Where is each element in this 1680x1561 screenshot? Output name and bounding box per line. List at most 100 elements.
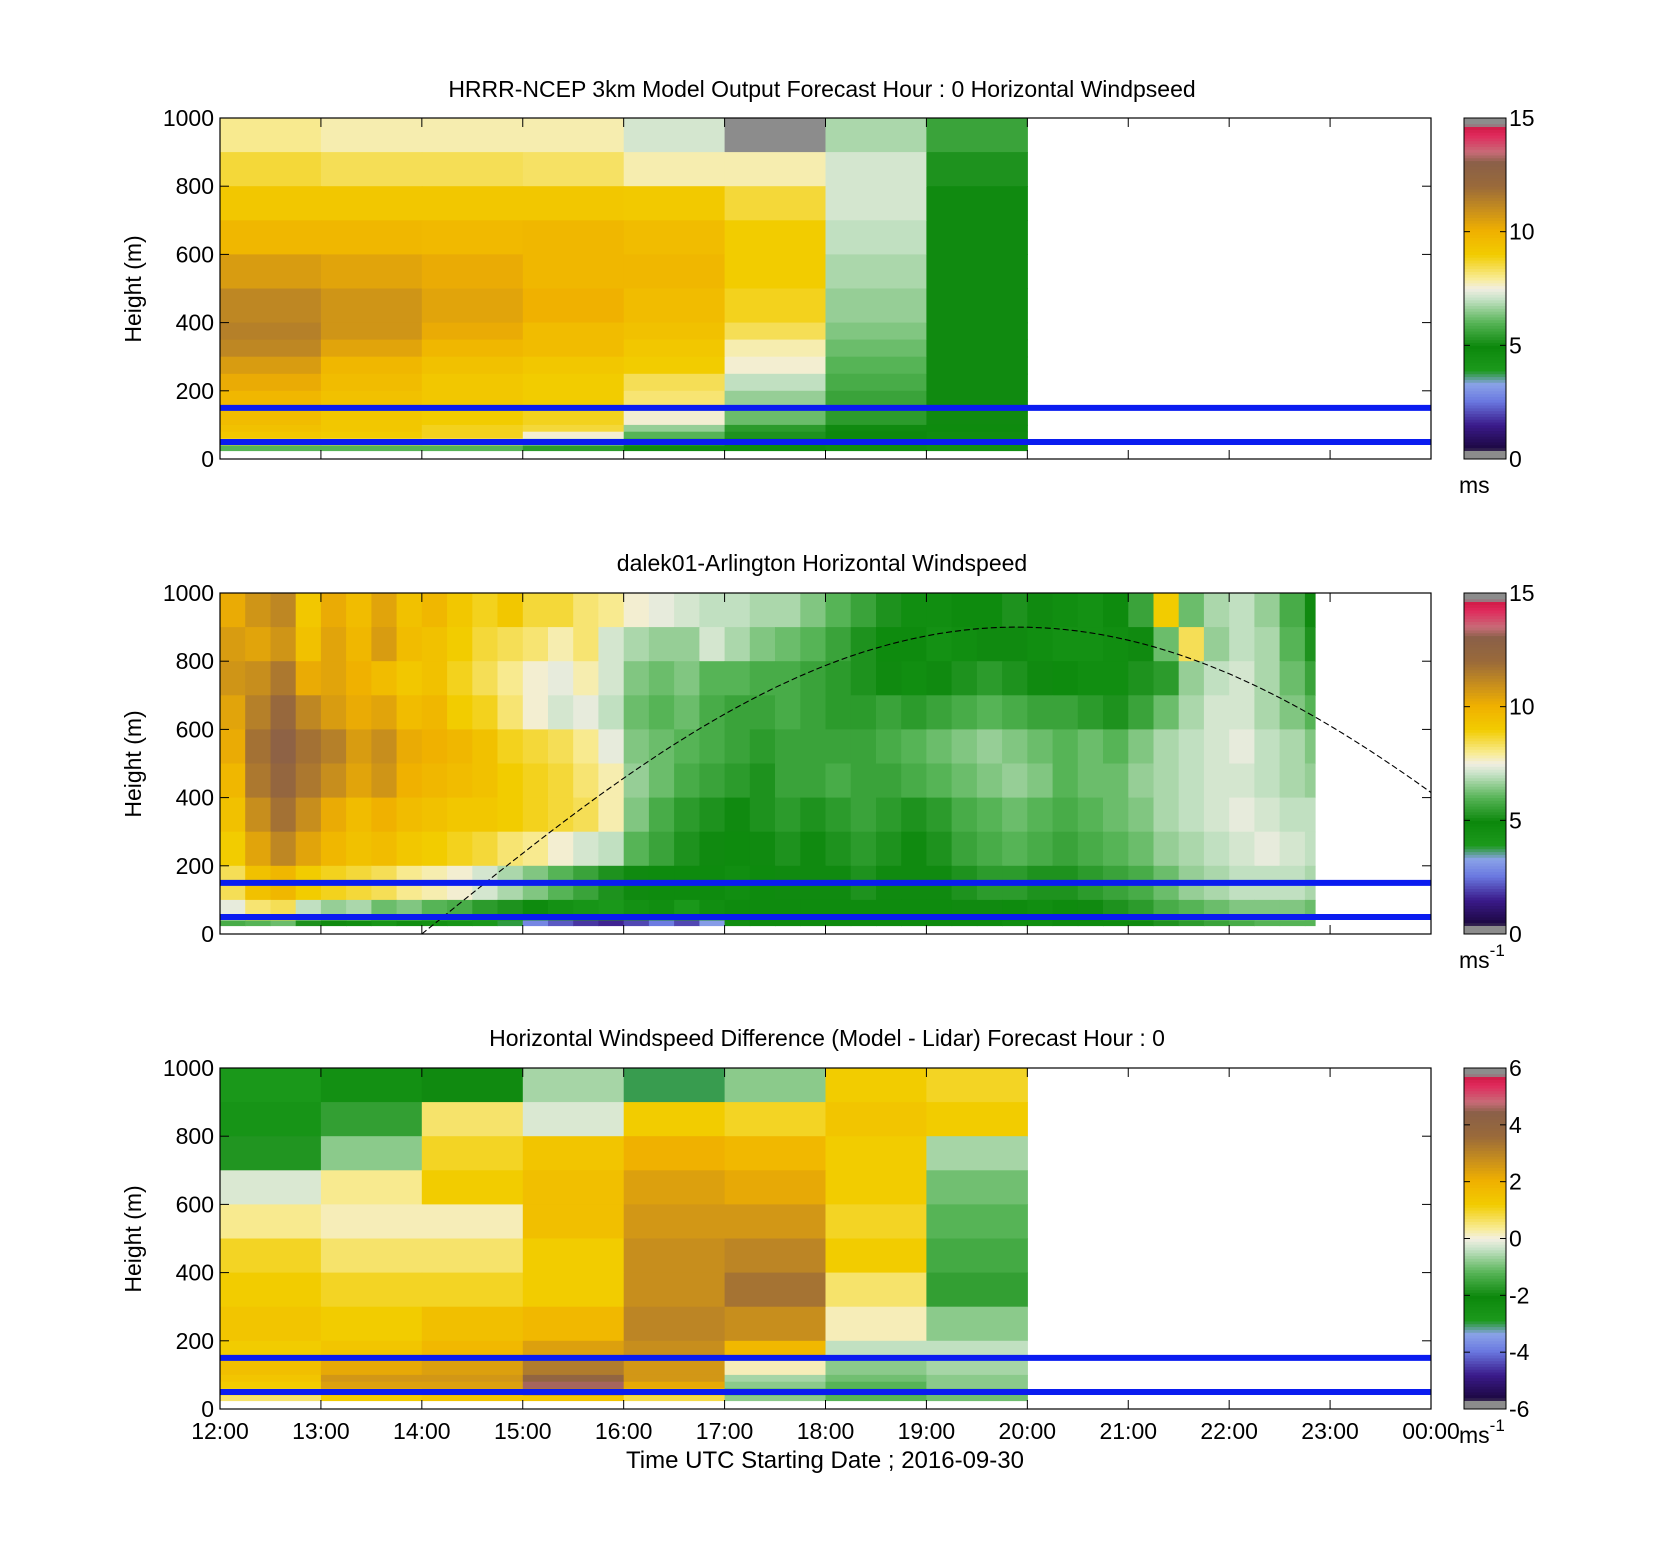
x-tick-label: 21:00 (1099, 1418, 1157, 1444)
heatmap-cell (320, 220, 423, 255)
heatmap-cell (220, 322, 322, 341)
heatmap-cell (1254, 593, 1281, 628)
colorbar-segment (1464, 1320, 1506, 1325)
colorbar-segment (1464, 1164, 1506, 1168)
heatmap-cell (522, 1204, 625, 1240)
heatmap-cell (699, 593, 726, 628)
colorbar-segment (1464, 629, 1506, 634)
heatmap-cell (825, 220, 927, 255)
heatmap-cell (548, 695, 574, 730)
heatmap-cell (320, 763, 347, 799)
heatmap-cell (724, 424, 827, 433)
heatmap-cell (320, 186, 423, 221)
y-tick-label: 400 (176, 1260, 214, 1286)
heatmap-cell (699, 831, 726, 867)
colorbar-segment (1464, 1224, 1506, 1228)
colorbar-segment (1464, 683, 1506, 688)
heatmap-cell (522, 407, 625, 426)
heatmap-cell (623, 186, 726, 221)
colorbar-segment (1464, 1264, 1506, 1268)
colorbar-segment (1464, 851, 1506, 855)
heatmap-cell (245, 627, 271, 662)
heatmap-cell (699, 695, 726, 730)
heatmap-cell (1103, 763, 1129, 799)
heatmap-cell (1229, 729, 1255, 765)
heatmap-cell (1279, 763, 1306, 799)
colorbar-segment (1464, 1283, 1506, 1288)
colorbar-segment (1464, 314, 1506, 318)
colorbar-segment (1464, 228, 1506, 233)
colorbar-segment (1464, 200, 1506, 204)
colorbar-segment (1464, 288, 1506, 292)
heatmap-cell (699, 920, 726, 927)
colorbar-segment (1464, 1391, 1506, 1396)
heatmap-cell (573, 831, 599, 867)
colorbar-segment (1464, 689, 1506, 693)
heatmap-cell (926, 1170, 1028, 1205)
heatmap-cell (421, 797, 448, 833)
heatmap-cell (522, 1272, 625, 1308)
colorbar-segment (1464, 362, 1506, 366)
colorbar-segment (1464, 641, 1506, 645)
colorbar-segment (1464, 811, 1506, 816)
colorbar-segment (1464, 240, 1506, 244)
heatmap-cell (825, 339, 927, 358)
colorbar-segment (1464, 186, 1506, 190)
colorbar-segment (1464, 1241, 1506, 1245)
heatmap-cell (623, 152, 726, 187)
y-tick-label: 1000 (163, 580, 214, 606)
heatmap-cell (320, 390, 423, 409)
colorbar-segment (1464, 407, 1506, 412)
heatmap-cell (850, 831, 877, 867)
panel-lidar-title: dalek01-Arlington Horizontal Windspeed (617, 550, 1027, 576)
colorbar-segment (1464, 1121, 1506, 1126)
heatmap-cell (623, 445, 726, 452)
colorbar-segment (1464, 723, 1506, 728)
heatmap-cell (1128, 593, 1155, 628)
heatmap-cell (1254, 661, 1281, 696)
heatmap-cell (1153, 695, 1180, 730)
colorbar-segment (1464, 1187, 1506, 1191)
colorbar-segment (1464, 715, 1506, 719)
heatmap-cell (1128, 729, 1155, 765)
heatmap-cell (598, 695, 625, 730)
colorbar-segment (1464, 595, 1506, 600)
heatmap-cell (522, 831, 549, 867)
colorbar-segment (1464, 441, 1506, 446)
y-tick-label: 600 (176, 241, 214, 267)
heatmap-cell (573, 729, 599, 765)
heatmap-cell (926, 322, 1028, 341)
heatmap-cell (1128, 695, 1155, 730)
colorbar-segment (1464, 322, 1506, 326)
colorbar-segment (1464, 1195, 1506, 1200)
heatmap-cell (220, 220, 322, 255)
colorbar-segment (1464, 365, 1506, 369)
heatmap-cell (976, 661, 1003, 696)
heatmap-cell (724, 593, 751, 628)
heatmap-cell (270, 627, 297, 662)
heatmap-cell (346, 593, 372, 628)
heatmap-cell (1229, 661, 1255, 696)
colorbar-segment (1464, 1366, 1506, 1370)
heatmap-cell (472, 661, 499, 696)
colorbar-segment (1464, 214, 1506, 218)
heatmap-cell (724, 1102, 827, 1137)
heatmap-cell (775, 661, 801, 696)
heatmap-cell (472, 763, 499, 799)
colorbar-segment (1464, 627, 1506, 631)
heatmap-cell (674, 695, 700, 730)
heatmap-cell (245, 797, 271, 833)
heatmap-cell (421, 220, 524, 255)
colorbar-segment (1464, 740, 1506, 745)
colorbar-segment (1464, 1079, 1506, 1083)
heatmap-cell (724, 797, 751, 833)
colorbar-segment (1464, 370, 1506, 375)
colorbar-segment (1464, 1315, 1506, 1319)
heatmap-cell (951, 797, 978, 833)
heatmap-cell (522, 186, 625, 221)
panel-model-colorbar: 0 5 10 15 ms (1459, 105, 1535, 498)
heatmap-cell (1077, 695, 1104, 730)
heatmap-cell (926, 1340, 1028, 1359)
heatmap-cell (220, 1102, 322, 1137)
heatmap-cell (220, 1306, 322, 1342)
